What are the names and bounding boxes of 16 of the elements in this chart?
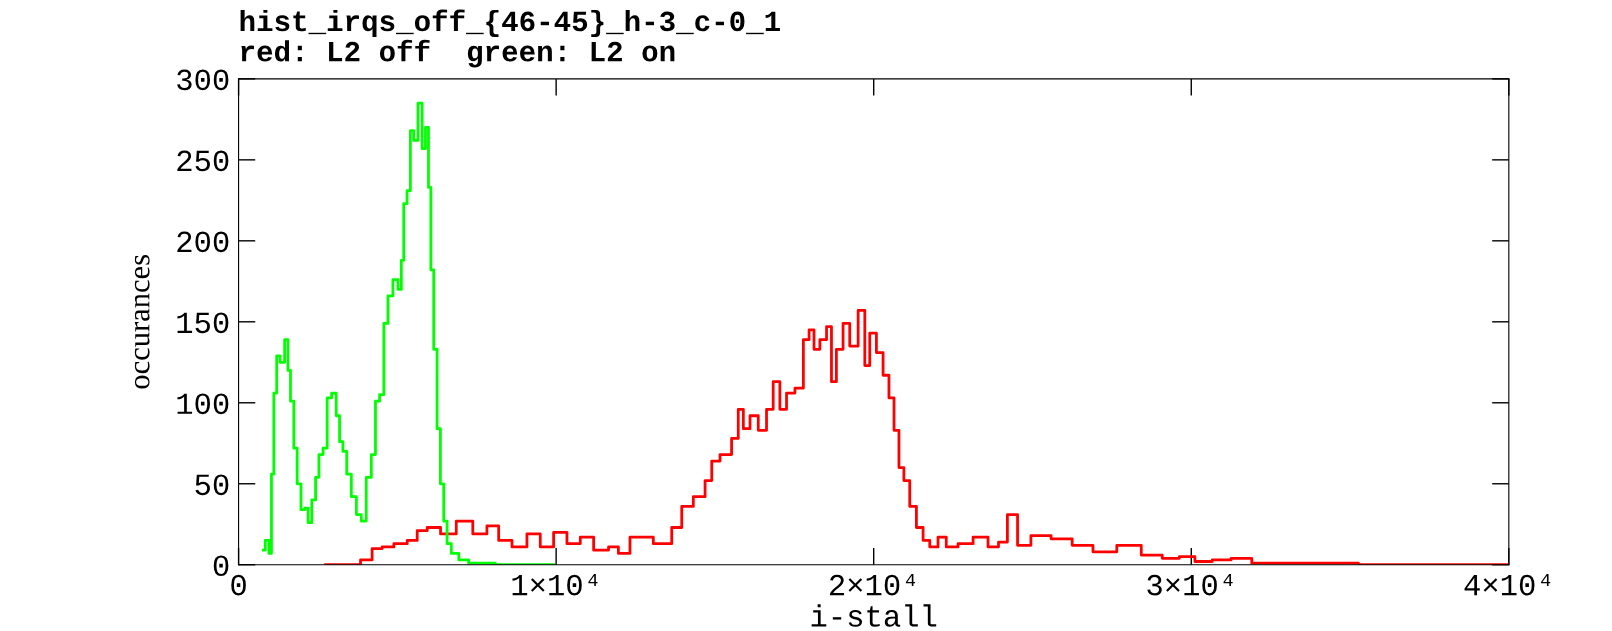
y-tick-label: 100 xyxy=(177,393,229,415)
x-tick-label: 2×10⁴ xyxy=(830,574,916,596)
x-tick-label: 4×10⁴ xyxy=(1464,574,1551,596)
y-tick-label: 200 xyxy=(177,231,229,253)
x-axis-title: i-stall xyxy=(811,604,937,627)
y-axis-title: occurances xyxy=(134,255,150,389)
y-tick-label: 0 xyxy=(213,555,229,577)
chart-title: hist_irqs_off_{46-45}_h-3_c-0_1 xyxy=(240,9,780,38)
x-tick-label: 1×10⁴ xyxy=(512,574,598,596)
x-tick-label: 0 xyxy=(231,574,246,596)
y-tick-label: 250 xyxy=(177,150,229,172)
y-tick-label: 300 xyxy=(177,69,229,91)
chart-subtitle: red: L2 off green: L2 on xyxy=(241,39,675,68)
y-tick-label: 150 xyxy=(177,312,229,334)
y-tick-label: 50 xyxy=(195,474,229,496)
x-tick-label: 3×10⁴ xyxy=(1147,574,1233,596)
